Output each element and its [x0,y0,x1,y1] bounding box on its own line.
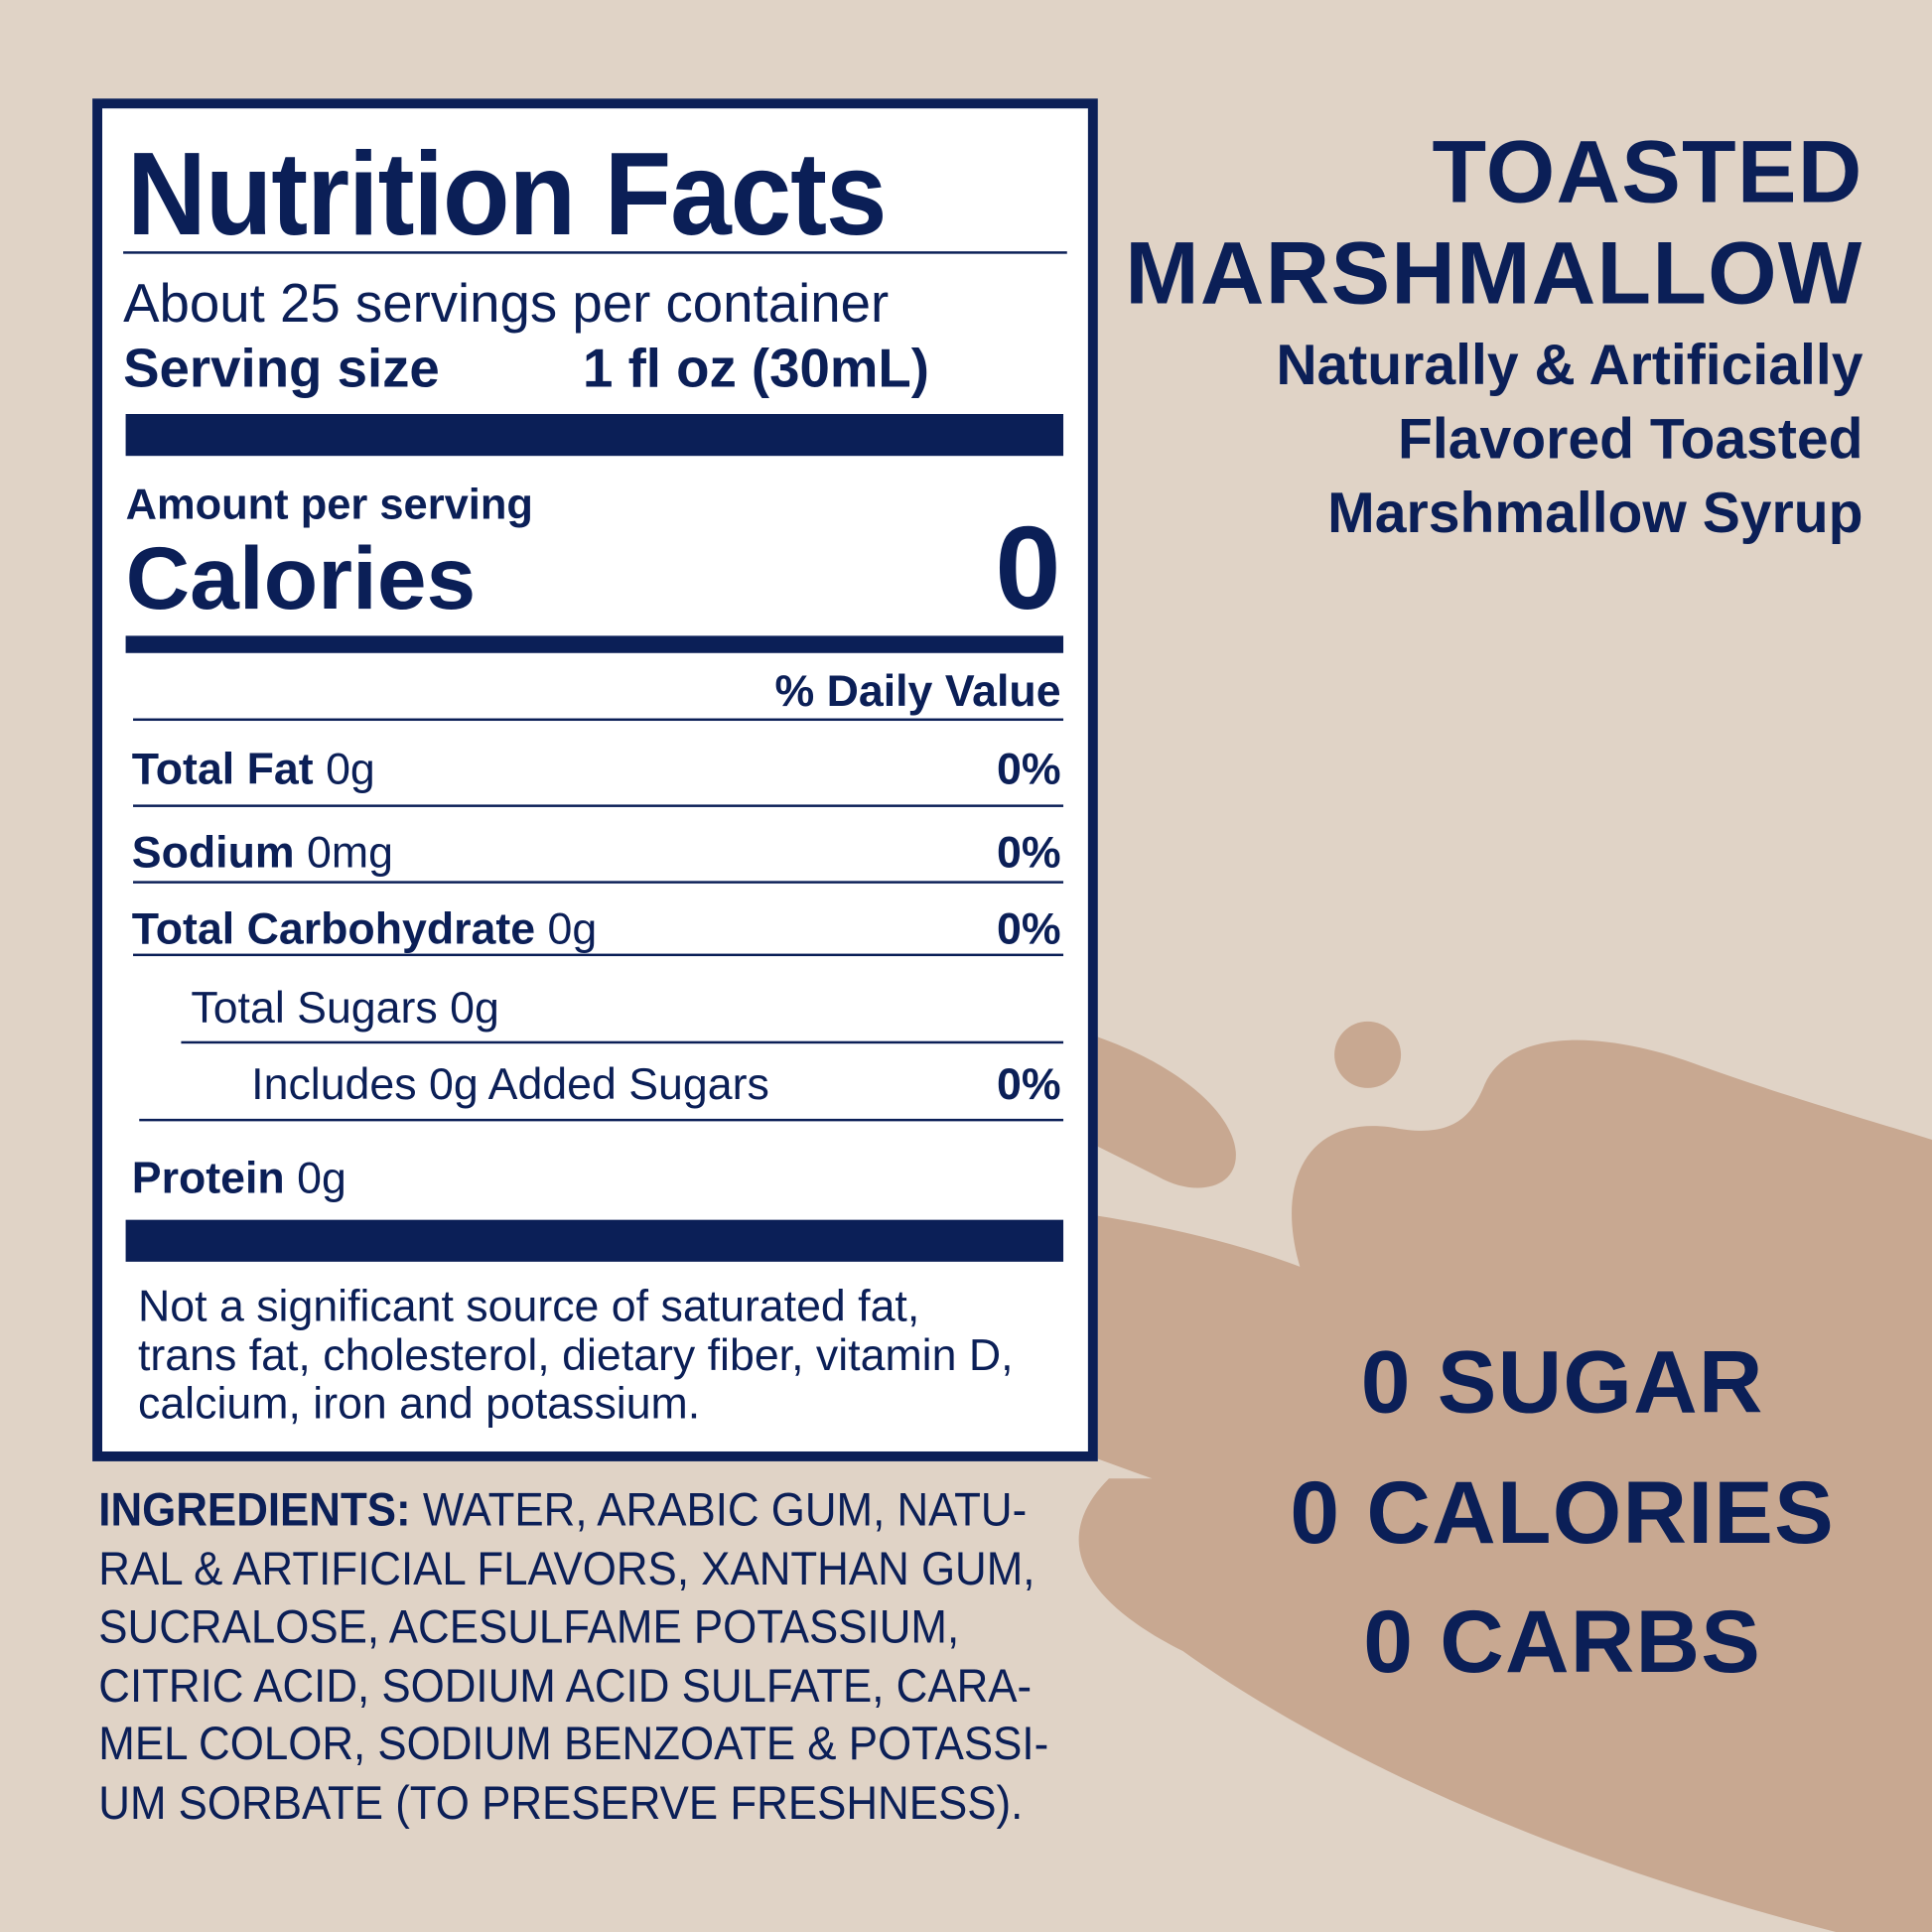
nutrient-label: Sodium [131,826,295,878]
description-line: Naturally & Artificially [1276,333,1863,397]
daily-value-header: % Daily Value [774,665,1061,717]
nutrition-facts-title: Nutrition Facts [126,128,888,260]
amount-per-serving: Amount per serving [125,481,533,529]
thick-divider [125,413,1064,457]
description-line: Marshmallow Syrup [1327,481,1863,545]
nutrient-amount: Total Sugars 0g [191,982,499,1034]
nutrient-label: Total Fat [131,743,314,794]
medium-divider [125,635,1064,653]
nutrient-dv: 0% [996,743,1061,794]
divider [123,251,1067,254]
nutrient-amount: 0g [297,1152,346,1203]
nutrient-amount: 0mg [307,826,393,878]
footnote-line: calcium, iron and potassium. [137,1377,701,1429]
claim-zero-sugar: 0 SUGAR [1360,1332,1764,1433]
servings-per-container: About 25 servings per container [123,273,890,335]
nutrient-row-added-sugars: Includes 0g Added Sugars 0% [251,1058,1061,1109]
splash-dot [1334,1021,1402,1088]
footnote-line: Not a significant source of saturated fa… [137,1280,920,1331]
ingredients-line: RAL & ARTIFICIAL FLAVORS, XANTHAN GUM, [98,1543,1035,1595]
ingredients-line: UM SORBATE (TO PRESERVE FRESHNESS). [98,1777,1024,1830]
ingredients-line: MEL COLOR, SODIUM BENZOATE & POTASSI- [98,1719,1049,1771]
ingredients-line: WATER, ARABIC GUM, NATU- [410,1484,1028,1537]
calories-label: Calories [125,529,477,628]
divider [181,1040,1064,1043]
product-name-line2: MARSHMALLOW [1125,223,1863,324]
footnote: Not a significant source of saturated fa… [138,1282,1014,1428]
splash-main-shape [1078,1039,1932,1932]
divider [133,804,1064,807]
claim-zero-calories: 0 CALORIES [1290,1463,1836,1563]
divider [139,1118,1064,1121]
footnote-line: trans fat, cholesterol, dietary fiber, v… [137,1328,1014,1380]
nutrient-amount: Includes 0g Added Sugars [251,1058,769,1109]
description-line: Flavored Toasted [1398,406,1863,472]
nutrient-row-total-carbohydrate: Total Carbohydrate 0g 0% [132,906,1061,951]
divider [133,881,1064,884]
splash-droplet-shape [1084,1033,1236,1188]
product-description: Naturally & Artificially Flavored Toaste… [1276,328,1863,549]
nutrient-amount: 0g [326,743,375,794]
ingredients-list: INGREDIENTS: WATER, ARABIC GUM, NATU- RA… [98,1482,1048,1834]
nutrient-label: Total Carbohydrate [131,902,536,954]
serving-size-value: 1 fl oz (30mL) [583,339,929,400]
ingredients-line: SUCRALOSE, ACESULFAME POTASSIUM, [98,1601,960,1654]
nutrition-facts-label: Nutrition Facts About 25 servings per co… [92,98,1098,1461]
nutrient-dv: 0% [996,1058,1061,1109]
claim-zero-carbs: 0 CARBS [1363,1592,1762,1692]
nutrient-label: Protein [131,1152,285,1203]
nutrient-amount: 0g [547,902,598,954]
divider [133,718,1064,722]
ingredients-label: INGREDIENTS: [98,1484,411,1537]
nutrient-dv: 0% [996,902,1061,954]
product-name-line1: TOASTED [1432,123,1863,222]
calories-value: 0 [995,502,1061,635]
nutrient-row-total-fat: Total Fat 0g 0% [132,743,1061,794]
serving-size-label: Serving size [123,339,440,400]
divider [133,953,1064,956]
nutrient-row-total-sugars: Total Sugars 0g [191,985,1060,1031]
ingredients-line: CITRIC ACID, SODIUM ACID SULFATE, CARA- [98,1660,1033,1713]
nutrient-dv: 0% [996,826,1061,878]
nutrient-row-sodium: Sodium 0mg 0% [132,830,1061,875]
thick-divider [125,1219,1064,1262]
nutrient-row-protein: Protein 0g [132,1156,1061,1200]
